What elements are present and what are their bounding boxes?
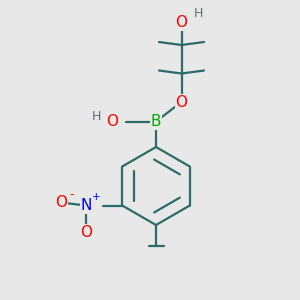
Text: +: + [92,192,100,202]
Text: O: O [55,195,67,210]
Text: O: O [176,94,188,110]
Text: H: H [193,7,203,20]
Text: O: O [80,225,92,240]
Text: O: O [106,114,119,129]
Text: H: H [91,110,101,123]
Text: B: B [151,114,161,129]
Text: O: O [176,15,188,30]
Text: -: - [69,188,74,201]
Text: N: N [80,198,92,213]
